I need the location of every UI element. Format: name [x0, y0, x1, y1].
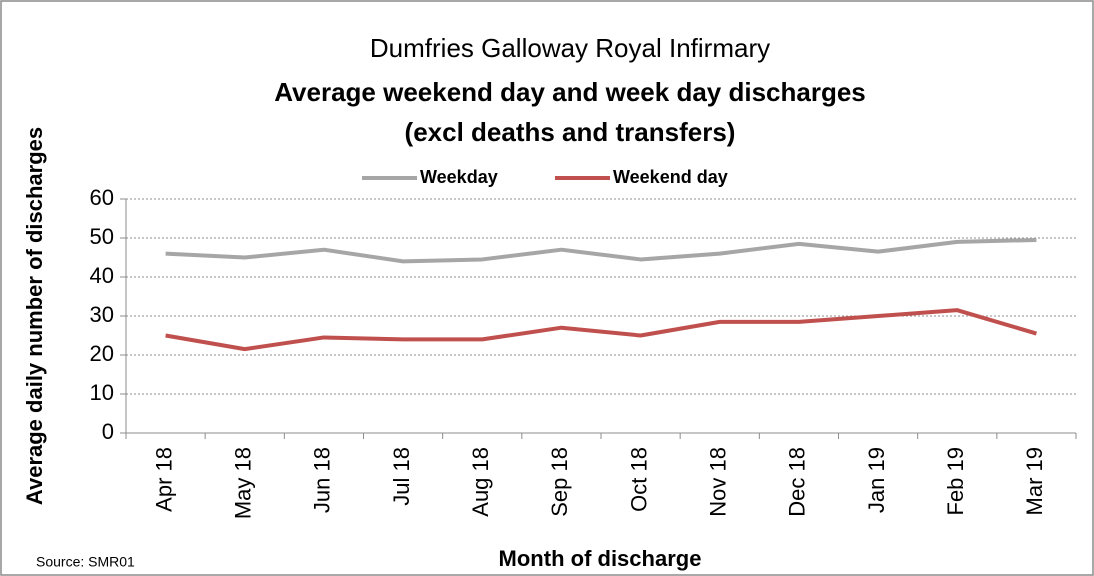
chart-title: Dumfries Galloway Royal Infirmary [370, 33, 770, 63]
y-axis-label: Average daily number of discharges [22, 127, 47, 505]
y-tick-label: 0 [102, 419, 114, 444]
legend-label: Weekday [420, 167, 498, 187]
legend-label: Weekend day [613, 167, 728, 187]
x-tick-label: Dec 18 [785, 447, 810, 517]
x-tick-label: Apr 18 [151, 447, 176, 512]
y-tick-label: 60 [90, 185, 114, 210]
x-tick-label: May 18 [231, 447, 256, 519]
x-tick-label: Jun 18 [310, 447, 335, 513]
chart-title: (excl deaths and transfers) [405, 117, 736, 147]
x-tick-label: Mar 19 [1022, 447, 1047, 515]
source-note: Source: SMR01 [36, 554, 135, 570]
x-tick-label: Sep 18 [547, 447, 572, 517]
y-tick-label: 50 [90, 224, 114, 249]
x-tick-label: Aug 18 [468, 447, 493, 517]
y-tick-label: 40 [90, 263, 114, 288]
series-line [165, 237, 1037, 264]
x-axis-label: Month of discharge [499, 546, 702, 571]
x-tick-label: Feb 19 [943, 447, 968, 516]
x-tick-label: Oct 18 [626, 447, 651, 512]
x-tick-label: Nov 18 [706, 447, 731, 517]
y-tick-label: 30 [90, 302, 114, 327]
chart-title: Average weekend day and week day dischar… [274, 77, 866, 107]
x-tick-label: Jul 18 [389, 447, 414, 506]
x-tick-label: Jan 19 [864, 447, 889, 513]
y-tick-label: 10 [90, 380, 114, 405]
series-line [165, 308, 1037, 352]
y-tick-label: 20 [90, 341, 114, 366]
